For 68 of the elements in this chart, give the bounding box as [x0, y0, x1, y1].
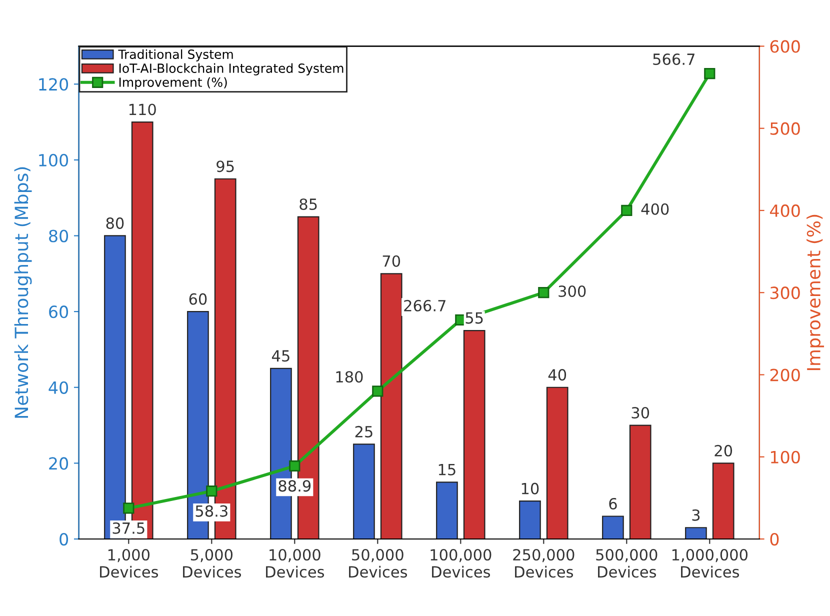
- y2-tick-label: 600: [770, 40, 800, 53]
- x-tick-label: 1,000,000 Devices: [672, 548, 748, 578]
- y-tick-label: 0: [60, 532, 68, 546]
- data-label: 85: [300, 198, 317, 210]
- point: [621, 204, 632, 216]
- bar: [380, 273, 402, 539]
- data-label: 110: [129, 104, 156, 116]
- data-label: 80: [106, 217, 124, 229]
- data-label: 95: [216, 160, 234, 172]
- bar: [712, 462, 734, 539]
- y-axis-title: Network Throughput (Mbps): [14, 167, 32, 418]
- bar: [436, 482, 458, 539]
- data-label: 60: [189, 293, 207, 305]
- data-label: 6: [609, 498, 617, 510]
- y2-tick-label: 300: [770, 286, 800, 300]
- y-tick-label: 60: [49, 306, 68, 318]
- data-label: 88.9: [278, 480, 311, 492]
- y2-tick-label: 400: [770, 204, 800, 218]
- point: [206, 486, 218, 497]
- y2-axis-title: Improvement (%): [806, 214, 824, 370]
- x-tick-label: 100,000 Devices: [430, 548, 492, 578]
- data-label: 3: [692, 509, 700, 521]
- x-tick-label: 50,000 Devices: [349, 548, 408, 578]
- data-label: 25: [355, 426, 372, 438]
- point: [704, 68, 716, 80]
- data-label: 10: [522, 482, 539, 494]
- y2-tick-label: 200: [770, 368, 800, 382]
- bar: [463, 330, 486, 539]
- data-label: 300: [558, 285, 586, 298]
- x-tick-label: 500,000 Devices: [596, 548, 658, 578]
- data-label: 566.7: [653, 53, 694, 66]
- data-label: 55: [466, 312, 483, 324]
- y2-tick-label: 500: [770, 122, 800, 135]
- data-label: 266.7: [404, 300, 446, 312]
- y-tick-label: 20: [49, 457, 68, 470]
- bar: [685, 527, 707, 539]
- bar: [629, 424, 652, 539]
- data-label: 58.3: [196, 505, 228, 517]
- x-tick-label: 250,000 Devices: [513, 548, 574, 578]
- bar: [546, 386, 568, 539]
- legend-label: IoT-AI-Blockchain Integrated System: [119, 63, 344, 76]
- data-label: 40: [548, 369, 566, 381]
- x-tick-label: 10,000 Devices: [266, 548, 324, 578]
- data-label: 70: [382, 255, 400, 267]
- point: [289, 460, 300, 472]
- y-tick-label: 40: [48, 381, 68, 394]
- y2-tick-label: 0: [770, 532, 779, 546]
- legend-label: Traditional System: [118, 49, 233, 62]
- data-label: 15: [438, 464, 456, 476]
- x-tick-label: 5,000 Devices: [183, 548, 242, 578]
- bar: [602, 516, 624, 539]
- x-tick-label: 1,000 Devices: [100, 548, 158, 578]
- bar: [519, 500, 541, 539]
- y-tick-label: 100: [39, 154, 68, 166]
- y-tick-label: 120: [39, 78, 68, 91]
- point: [538, 287, 550, 298]
- data-label: 30: [632, 406, 650, 419]
- bar: [353, 444, 375, 539]
- point: [372, 386, 384, 397]
- data-label: 180: [336, 371, 363, 383]
- data-label: 37.5: [112, 522, 144, 534]
- y2-tick-label: 100: [771, 450, 800, 464]
- point: [123, 502, 134, 514]
- legend-label: Improvement (%): [119, 77, 227, 90]
- data-label: 45: [272, 350, 290, 362]
- data-label: 400: [641, 203, 669, 215]
- data-label: 20: [714, 444, 732, 456]
- y-tick-label: 80: [49, 230, 68, 242]
